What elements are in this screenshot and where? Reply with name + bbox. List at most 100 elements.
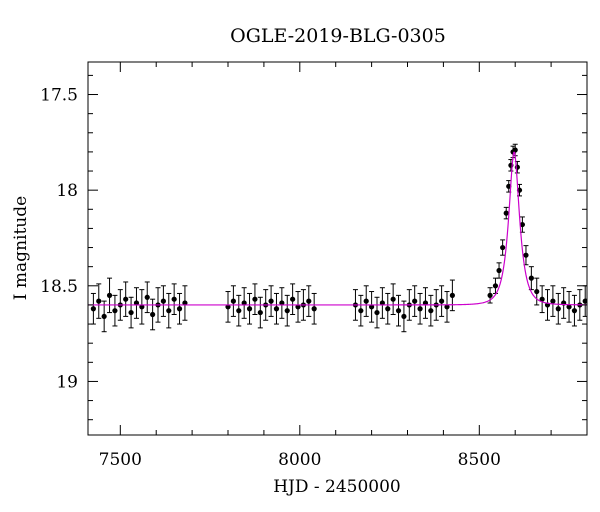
data-point xyxy=(257,296,263,329)
model-curve xyxy=(88,151,587,306)
y-tick-label: 17.5 xyxy=(40,86,78,106)
point-marker xyxy=(290,296,296,302)
data-point xyxy=(290,283,296,315)
data-point xyxy=(503,206,509,220)
data-point xyxy=(101,300,107,333)
point-marker xyxy=(112,308,118,314)
data-point xyxy=(160,285,166,317)
data-point xyxy=(534,277,540,306)
data-point xyxy=(358,294,364,327)
point-marker xyxy=(428,308,434,314)
data-point xyxy=(379,287,385,319)
data-point xyxy=(311,292,317,325)
point-marker xyxy=(133,300,140,306)
data-point xyxy=(246,292,253,325)
x-tick-label: 8500 xyxy=(458,450,501,470)
point-marker xyxy=(550,298,556,304)
data-point xyxy=(284,294,290,327)
data-point xyxy=(555,292,561,325)
point-marker xyxy=(96,298,102,304)
point-marker xyxy=(582,298,587,304)
data-point xyxy=(363,285,369,317)
data-point xyxy=(155,287,161,323)
point-marker xyxy=(566,304,572,310)
point-marker xyxy=(492,283,499,289)
data-point xyxy=(571,294,578,327)
data-point xyxy=(306,285,312,317)
point-marker xyxy=(401,313,407,320)
point-marker xyxy=(519,221,525,228)
data-point xyxy=(230,285,236,317)
x-tick-label: 7500 xyxy=(99,450,142,470)
point-marker xyxy=(369,304,375,310)
point-marker xyxy=(182,300,188,306)
y-tick-label: 19 xyxy=(56,372,78,392)
point-marker xyxy=(503,210,509,216)
point-marker xyxy=(523,252,529,258)
point-marker xyxy=(358,308,364,314)
point-marker xyxy=(160,298,166,304)
point-marker xyxy=(500,244,506,251)
chart-title: OGLE-2019-BLG-0305 xyxy=(230,25,446,47)
plot-area xyxy=(88,143,587,333)
data-point xyxy=(417,292,423,325)
data-point xyxy=(539,285,545,314)
point-marker xyxy=(268,298,274,304)
data-point xyxy=(449,279,455,312)
data-point xyxy=(412,285,418,317)
data-point xyxy=(171,283,177,315)
point-marker xyxy=(306,298,312,304)
axis-ticks: 7500 8000 8500 17.5 18 18.5 19 xyxy=(40,62,588,470)
point-marker xyxy=(444,304,450,310)
data-point xyxy=(561,287,567,319)
data-point xyxy=(123,281,129,317)
point-marker xyxy=(144,294,150,300)
data-point xyxy=(550,285,556,317)
data-point xyxy=(439,285,445,317)
data-point xyxy=(139,289,145,325)
point-marker xyxy=(534,288,540,295)
data-point xyxy=(422,287,429,319)
point-marker xyxy=(439,298,445,304)
point-marker xyxy=(150,311,156,318)
point-marker xyxy=(487,292,493,298)
point-marker xyxy=(252,296,258,302)
point-marker xyxy=(390,296,396,302)
point-marker xyxy=(101,313,107,320)
point-marker xyxy=(555,306,561,312)
data-point xyxy=(395,294,402,327)
point-marker xyxy=(571,308,578,314)
data-point xyxy=(90,292,96,325)
point-marker xyxy=(128,309,134,316)
point-marker xyxy=(279,300,285,306)
data-point xyxy=(544,289,551,321)
point-marker xyxy=(246,306,253,312)
data-point xyxy=(390,283,396,315)
y-tick-label: 18.5 xyxy=(40,277,78,297)
data-point xyxy=(428,294,434,327)
point-marker xyxy=(512,147,518,153)
data-point xyxy=(496,262,502,279)
point-marker xyxy=(123,296,129,302)
point-marker xyxy=(295,304,301,310)
point-marker xyxy=(171,296,177,302)
data-point xyxy=(401,300,407,333)
data-point xyxy=(133,287,140,319)
point-marker xyxy=(395,308,402,314)
data-point xyxy=(106,277,113,314)
point-marker xyxy=(236,308,242,314)
data-point xyxy=(150,298,156,331)
data-point xyxy=(273,292,280,325)
point-marker xyxy=(539,296,545,302)
plot-frame xyxy=(87,61,588,436)
data-point xyxy=(236,294,242,327)
point-marker xyxy=(363,298,369,304)
point-marker xyxy=(230,298,236,304)
data-point xyxy=(279,287,285,319)
point-marker xyxy=(284,308,290,314)
point-marker xyxy=(225,304,231,310)
data-point xyxy=(96,283,102,319)
point-marker xyxy=(374,309,380,316)
data-point xyxy=(374,296,380,329)
